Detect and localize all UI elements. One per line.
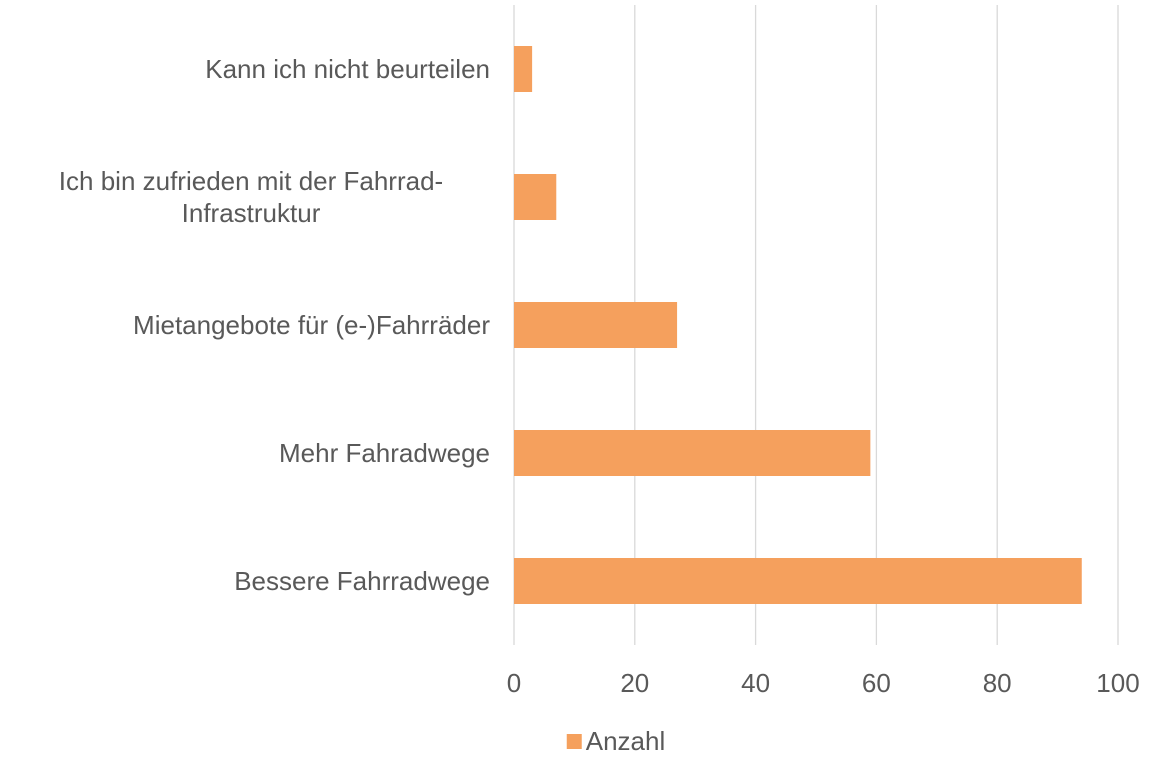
bar <box>514 430 871 476</box>
legend-swatch <box>566 734 582 749</box>
bar <box>514 302 678 348</box>
y-tick-label: Ich bin zufrieden mit der Fahrrad-Infras… <box>58 166 444 228</box>
y-tick-label: Kann ich nicht beurteilen <box>205 54 490 84</box>
y-tick-label-box: Bessere Fahrradwege <box>234 565 490 597</box>
x-tick-label: 60 <box>861 668 891 698</box>
x-tick-label: 40 <box>741 668 771 698</box>
y-tick-label: Mehr Fahradwege <box>279 438 490 468</box>
bar <box>514 174 557 220</box>
y-tick-label: Mietangebote für (e-)Fahrräder <box>133 310 490 340</box>
x-tick-label: 80 <box>982 668 1012 698</box>
x-tick-label: 100 <box>1096 668 1140 698</box>
bar <box>514 46 533 92</box>
y-tick-label-box: Mehr Fahradwege <box>279 437 490 469</box>
x-tick-label: 0 <box>506 668 522 698</box>
y-tick-label-box: Ich bin zufrieden mit der Fahrrad-Infras… <box>12 165 490 229</box>
bar <box>514 558 1082 604</box>
legend: Anzahl <box>566 726 666 757</box>
y-tick-label-box: Mietangebote für (e-)Fahrräder <box>133 309 490 341</box>
legend-label: Anzahl <box>585 726 666 756</box>
y-tick-label-box: Kann ich nicht beurteilen <box>205 53 490 85</box>
x-tick-label: 20 <box>620 668 650 698</box>
y-tick-label: Bessere Fahrradwege <box>234 566 490 596</box>
